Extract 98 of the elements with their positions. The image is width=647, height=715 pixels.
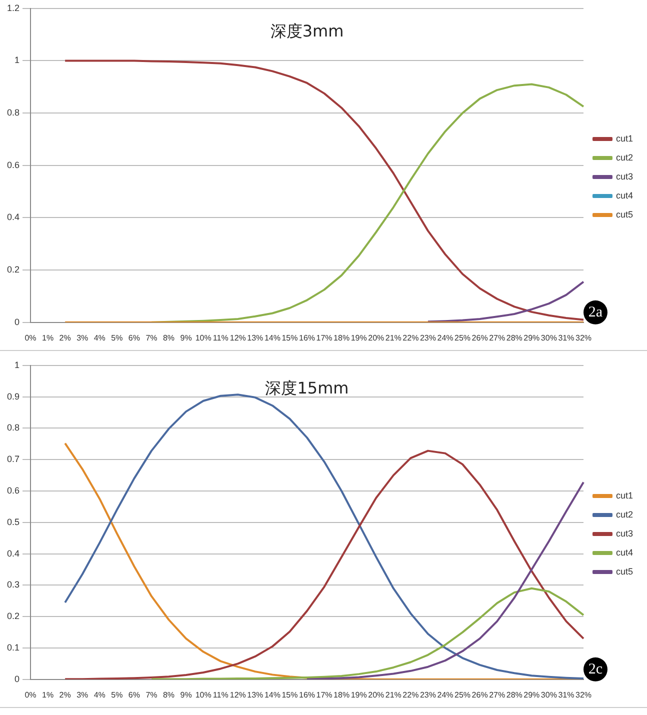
x-tick-label: 9%	[180, 333, 192, 342]
x-tick-label: 28%	[506, 690, 522, 700]
y-tick-label: 0.2	[6, 264, 20, 275]
x-tick-label: 31%	[558, 690, 574, 700]
x-tick-label: 27%	[489, 690, 506, 700]
y-tick-label: 0.6	[6, 160, 20, 170]
x-tick-label: 17%	[316, 333, 332, 342]
x-tick-label: 14%	[264, 690, 280, 700]
x-tick-label: 1%	[42, 333, 54, 342]
legend-label: cut5	[616, 566, 634, 576]
x-tick-label: 23%	[420, 690, 436, 700]
text: 2a	[588, 304, 603, 320]
y-tick-label: 0.8	[6, 422, 20, 433]
x-tick-label: 29%	[524, 333, 540, 342]
legend-label: cut1	[616, 133, 634, 144]
x-tick-label: 2%	[59, 690, 71, 700]
legend-label: cut3	[616, 528, 634, 538]
x-tick-label: 4%	[94, 333, 106, 342]
y-tick-label: 0.7	[6, 454, 20, 464]
y-tick-label: 1.2	[6, 2, 20, 13]
x-tick-label: 29%	[524, 690, 540, 700]
x-tick-label: 10%	[195, 333, 212, 342]
text: 深度3mm	[270, 22, 344, 41]
x-tick-label: 13%	[247, 333, 264, 342]
x-tick-label: 12%	[230, 333, 246, 342]
x-tick-label: 32%	[575, 690, 592, 700]
y-tick-label: 0.2	[6, 611, 20, 622]
x-tick-label: 4%	[94, 690, 106, 700]
x-tick-label: 2%	[59, 333, 71, 342]
legend-label: cut1	[616, 490, 634, 500]
y-tick-label: 0	[14, 316, 20, 327]
y-tick-label: 0.6	[6, 485, 20, 496]
x-tick-label: 28%	[506, 333, 522, 342]
legend-label: cut5	[616, 209, 634, 220]
x-tick-label: 26%	[472, 333, 488, 342]
x-tick-label: 13%	[247, 690, 264, 700]
y-tick-label: 0	[14, 674, 20, 684]
x-tick-label: 19%	[350, 333, 367, 342]
x-tick-label: 24%	[437, 333, 454, 342]
x-tick-label: 23%	[420, 333, 436, 342]
x-tick-label: 21%	[385, 333, 402, 342]
x-tick-label: 5%	[111, 333, 123, 342]
x-tick-label: 31%	[558, 333, 574, 342]
x-tick-label: 15%	[282, 333, 298, 342]
x-tick-label: 32%	[575, 333, 592, 342]
text: 深度15mm	[265, 378, 349, 398]
x-tick-label: 30%	[540, 690, 557, 700]
x-tick-label: 26%	[472, 690, 488, 700]
y-tick-label: 0.5	[6, 516, 20, 527]
y-tick-label: 0.4	[6, 212, 20, 222]
x-tick-label: 8%	[162, 690, 175, 700]
legend-label: cut3	[616, 171, 634, 182]
legend-label: cut4	[616, 547, 634, 558]
x-tick-label: 12%	[230, 690, 246, 700]
x-tick-label: 18%	[334, 690, 350, 700]
x-tick-label: 0%	[24, 690, 36, 700]
legend-label: cut4	[616, 190, 634, 200]
x-tick-label: 7%	[146, 690, 158, 700]
x-tick-label: 19%	[350, 690, 367, 700]
y-tick-label: 0.4	[6, 548, 20, 558]
x-tick-label: 11%	[212, 690, 228, 700]
x-tick-label: 27%	[489, 333, 506, 342]
x-tick-label: 25%	[454, 333, 471, 342]
y-tick-label: 0.1	[6, 642, 20, 652]
y-tick-label: 0.3	[6, 580, 20, 590]
y-tick-label: 0.9	[6, 391, 20, 402]
x-tick-label: 22%	[402, 690, 419, 700]
x-tick-label: 3%	[76, 333, 88, 342]
y-tick-label: 1	[14, 55, 20, 66]
x-tick-label: 5%	[111, 690, 123, 700]
y-tick-label: 1	[14, 360, 20, 370]
x-tick-label: 30%	[540, 333, 557, 342]
x-tick-label: 8%	[162, 333, 175, 342]
legend-label: cut2	[616, 152, 634, 162]
x-tick-label: 11%	[212, 333, 228, 342]
x-tick-label: 7%	[146, 333, 158, 342]
x-tick-label: 0%	[24, 333, 36, 342]
x-tick-label: 22%	[402, 333, 419, 342]
x-tick-label: 18%	[334, 333, 350, 342]
x-tick-label: 10%	[195, 690, 212, 700]
x-tick-label: 25%	[454, 690, 471, 700]
x-tick-label: 15%	[282, 690, 298, 700]
x-tick-label: 14%	[264, 333, 280, 342]
x-tick-label: 1%	[42, 690, 54, 700]
x-tick-label: 16%	[298, 333, 316, 342]
x-tick-label: 6%	[128, 690, 140, 700]
x-tick-label: 20%	[368, 333, 384, 342]
y-tick-label: 0.8	[6, 108, 20, 118]
text: 2c	[588, 661, 603, 678]
x-tick-label: 6%	[128, 333, 140, 342]
legend-label: cut2	[616, 509, 634, 520]
x-tick-label: 3%	[76, 690, 88, 700]
x-tick-label: 24%	[437, 690, 454, 700]
x-tick-label: 21%	[385, 690, 402, 700]
x-tick-label: 17%	[316, 690, 332, 700]
x-tick-label: 20%	[368, 690, 384, 700]
x-tick-label: 16%	[298, 690, 316, 700]
x-tick-label: 9%	[180, 690, 192, 700]
